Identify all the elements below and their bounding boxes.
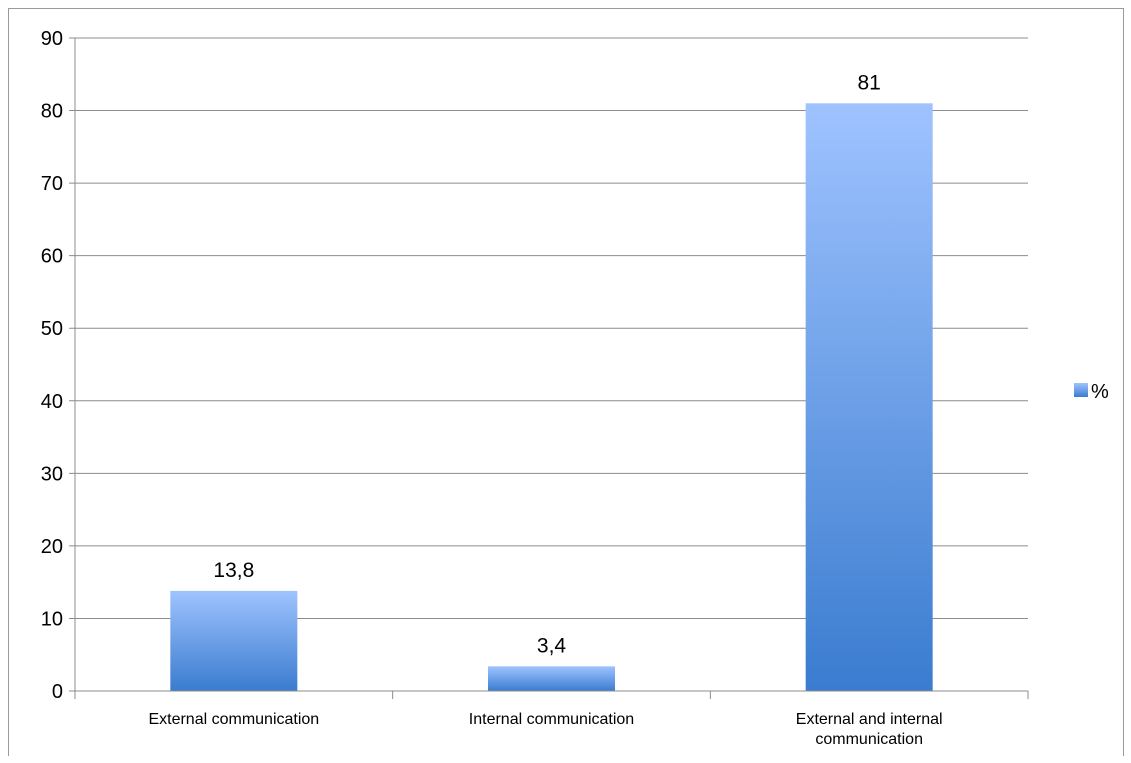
data-label: 81 [857, 71, 880, 94]
y-tick-label: 20 [41, 536, 63, 558]
data-label: 3,4 [537, 634, 567, 657]
y-tick-label: 0 [52, 681, 63, 703]
bar-3 [805, 103, 933, 692]
y-tick-label: 10 [41, 608, 63, 630]
y-tick-label: 70 [41, 173, 63, 195]
legend-swatch [1074, 383, 1088, 397]
bar-2 [488, 666, 615, 691]
x-category-label: External communication [148, 711, 319, 728]
y-tick-label: 40 [41, 391, 63, 413]
y-tick-label: 30 [41, 463, 63, 485]
data-label: 13,8 [213, 559, 254, 582]
legend-label: % [1091, 381, 1109, 403]
y-tick-label: 80 [41, 101, 63, 123]
bar-1 [170, 590, 298, 691]
y-tick-label: 50 [41, 318, 63, 340]
x-category-label: External and internal communication [796, 711, 943, 748]
x-category-label: Internal communication [469, 711, 634, 728]
y-tick-label: 90 [41, 28, 63, 50]
y-tick-label: 60 [41, 246, 63, 268]
